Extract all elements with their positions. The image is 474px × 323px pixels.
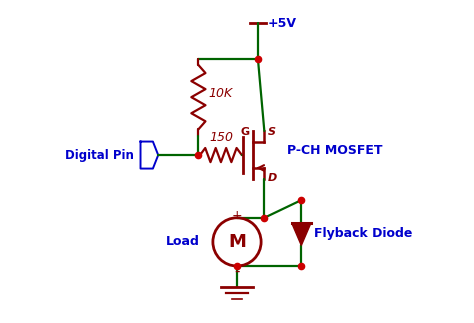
Text: Flyback Diode: Flyback Diode: [314, 226, 412, 240]
Polygon shape: [292, 223, 311, 245]
Text: Digital Pin: Digital Pin: [65, 149, 134, 162]
Text: M: M: [228, 233, 246, 251]
Text: +: +: [232, 209, 242, 222]
Text: 10K: 10K: [208, 88, 232, 100]
Text: G: G: [240, 127, 250, 137]
Text: S: S: [267, 127, 275, 137]
Text: Load: Load: [166, 235, 200, 248]
Text: 150: 150: [209, 131, 233, 144]
Text: P-CH MOSFET: P-CH MOSFET: [287, 144, 383, 157]
Text: +5V: +5V: [267, 17, 297, 30]
Text: -: -: [234, 264, 240, 278]
Text: D: D: [267, 173, 277, 183]
